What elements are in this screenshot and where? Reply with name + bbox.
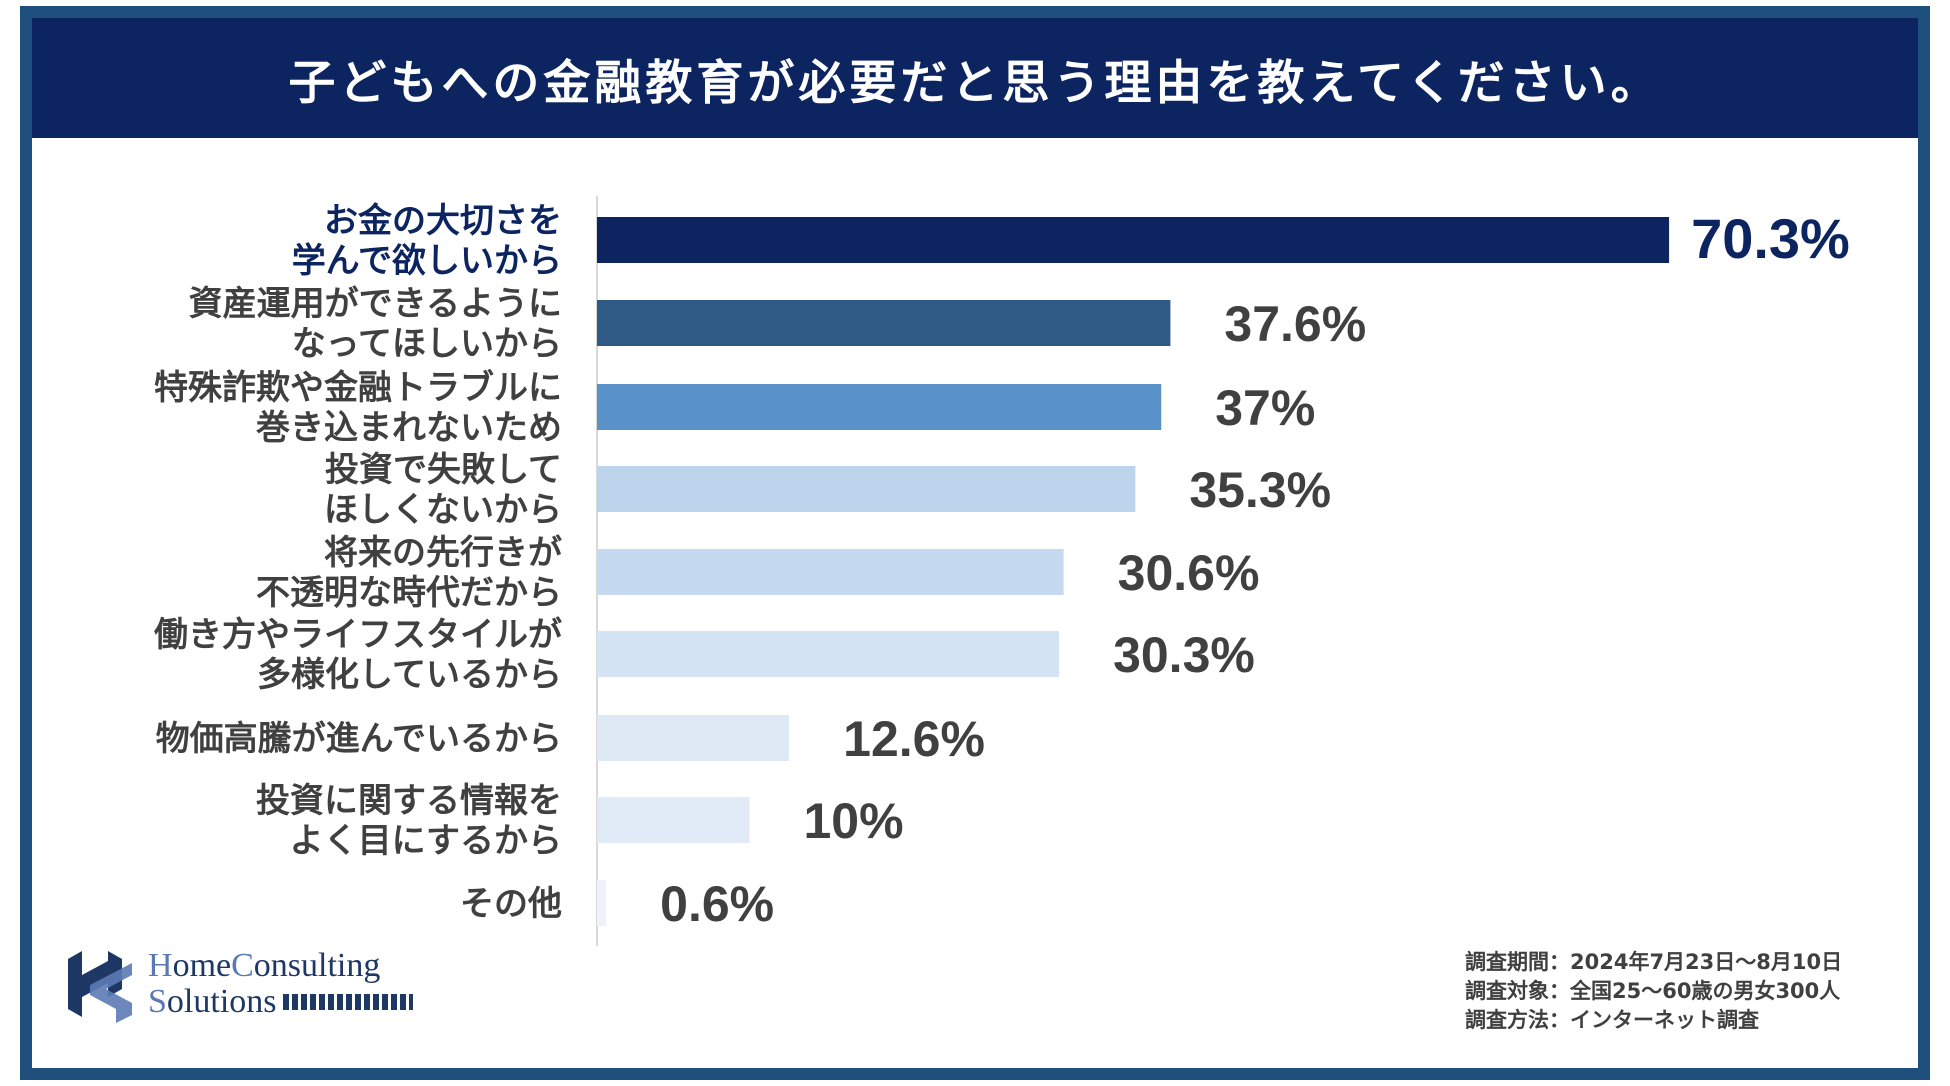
category-label-line: 投資に関する情報を	[256, 781, 562, 821]
value-label: 37.6%	[1224, 296, 1366, 352]
survey-info: 調査期間：2024年7月23日～8月10日 調査対象：全国25～60歳の男女30…	[1465, 948, 1842, 1035]
value-label: 10%	[804, 793, 904, 849]
category-label-line: その他	[460, 884, 562, 924]
category-label-line: ほしくないから	[324, 490, 562, 530]
value-label: 12.6%	[843, 711, 985, 767]
category-label-line: なってほしいから	[292, 324, 562, 364]
survey-method: 調査方法：インターネット調査	[1465, 1008, 1759, 1032]
chart-title: 子どもへの金融教育が必要だと思う理由を教えてください。	[288, 55, 1662, 111]
logo-word: onsulting	[253, 947, 381, 984]
category-label: 物価高騰が進んでいるから	[156, 719, 562, 759]
bar	[597, 217, 1670, 263]
logo-word: ome	[172, 947, 232, 984]
category-label-line: 働き方やライフスタイルが	[154, 615, 562, 655]
category-label: その他	[460, 884, 562, 924]
category-label-line: 物価高騰が進んでいるから	[156, 719, 562, 759]
logo-word: olutions	[166, 983, 277, 1020]
survey-target: 調査対象：全国25～60歳の男女300人	[1465, 979, 1841, 1003]
value-label: 30.6%	[1118, 545, 1260, 601]
category-label-line: お金の大切さを	[324, 201, 562, 241]
value-label: 70.3%	[1691, 207, 1850, 270]
survey-period: 調査期間：2024年7月23日～8月10日	[1465, 950, 1843, 974]
logo-stripes	[282, 994, 413, 1010]
category-label-line: 不透明な時代だから	[256, 573, 562, 613]
logo-line-1: HomeConsulting	[148, 948, 413, 984]
category-label-line: 特殊詐欺や金融トラブルに	[154, 368, 562, 408]
chart-frame: 子どもへの金融教育が必要だと思う理由を教えてください。	[20, 6, 1930, 1080]
category-label-line: よく目にするから	[290, 821, 562, 861]
value-label: 37%	[1215, 380, 1315, 436]
category-label-line: 投資で失敗して	[325, 450, 562, 490]
bar	[597, 631, 1060, 677]
value-label: 0.6%	[660, 876, 774, 932]
bar	[597, 466, 1136, 512]
logo-letter: C	[231, 947, 254, 984]
category-label-line: 多様化しているから	[257, 655, 562, 695]
hs-logo-icon	[68, 951, 132, 1023]
category-label-line: 学んで欲しいから	[292, 241, 562, 281]
bar	[597, 549, 1064, 595]
logo-letter: S	[148, 983, 167, 1020]
value-label: 30.3%	[1113, 627, 1255, 683]
bar	[597, 384, 1162, 430]
category-label-line: 将来の先行きが	[324, 533, 562, 573]
bar	[597, 880, 607, 926]
bar	[597, 715, 790, 761]
value-label: 35.3%	[1189, 462, 1331, 518]
bar	[597, 300, 1171, 346]
logo-letter: H	[148, 947, 173, 984]
title-bar: 子どもへの金融教育が必要だと思う理由を教えてください。	[32, 18, 1918, 138]
bar	[597, 797, 750, 843]
category-label-line: 資産運用ができるように	[189, 284, 562, 324]
category-label-line: 巻き込まれないため	[256, 408, 562, 448]
